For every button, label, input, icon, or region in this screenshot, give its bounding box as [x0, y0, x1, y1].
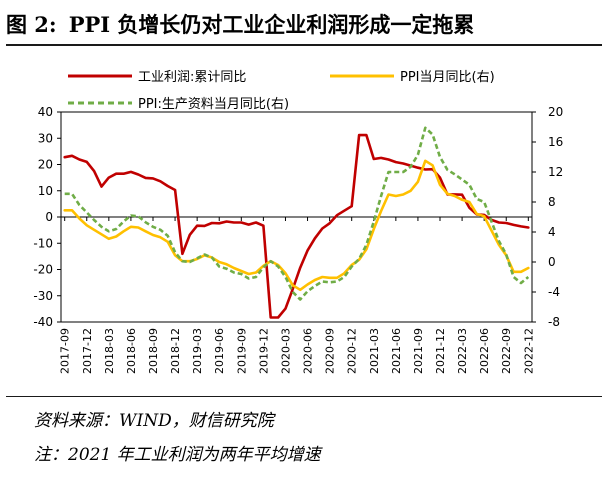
y-left-tick-label: -40: [33, 315, 53, 329]
x-tick-label: 2019-06: [213, 328, 226, 374]
y-left-tick-label: -20: [33, 263, 53, 277]
y-left-tick-label: 40: [38, 105, 53, 119]
y-right-tick-label: 12: [548, 165, 563, 179]
title-rule: [6, 44, 602, 46]
source-rule: [6, 396, 602, 397]
line-chart: 403020100-10-20-30-40201612840-4-82017-0…: [33, 70, 563, 374]
x-tick-label: 2019-12: [257, 328, 270, 374]
x-tick-label: 2018-06: [125, 328, 138, 374]
y-right-tick-label: 20: [548, 105, 563, 119]
legend-label-1: 工业利润:累计同比: [138, 70, 246, 85]
x-tick-label: 2019-03: [191, 328, 204, 374]
y-left-tick-label: -30: [33, 289, 53, 303]
x-tick-label: 2021-09: [412, 328, 425, 374]
x-tick-label: 2022-06: [478, 328, 491, 374]
x-tick-label: 2020-12: [346, 328, 359, 374]
x-tick-label: 2020-03: [279, 328, 292, 374]
x-tick-label: 2022-03: [456, 328, 469, 374]
y-left-tick-label: -10: [33, 236, 53, 250]
footnote: 注：2021 年工业利润为两年平均增速: [34, 445, 321, 465]
y-right-tick-label: 16: [548, 135, 563, 149]
y-right-tick-label: 8: [548, 195, 556, 209]
x-tick-label: 2018-03: [103, 328, 116, 374]
x-tick-label: 2021-03: [368, 328, 381, 374]
series-line-2: [63, 159, 530, 292]
y-right-tick-label: 0: [548, 255, 556, 269]
y-left-tick-label: 20: [38, 158, 53, 172]
x-tick-label: 2017-09: [59, 328, 72, 374]
figure-title: 图 2: PPI 负增长仍对工业企业利润形成一定拖累: [6, 10, 602, 40]
x-tick-label: 2022-09: [500, 328, 513, 374]
x-tick-label: 2020-06: [302, 328, 315, 374]
y-left-tick-label: 30: [38, 131, 53, 145]
legend-label-2: PPI当月同比(右): [400, 70, 495, 85]
x-tick-label: 2017-12: [81, 328, 94, 374]
x-tick-label: 2022-12: [522, 328, 535, 374]
figure-title-text: PPI 负增长仍对工业企业利润形成一定拖累: [68, 12, 475, 37]
x-tick-label: 2018-12: [169, 328, 182, 374]
figure-number: 图 2:: [6, 12, 57, 37]
legend-label-3: PPI:生产资料当月同比(右): [138, 97, 289, 112]
x-tick-label: 2021-06: [390, 328, 403, 374]
y-right-tick-label: 4: [548, 225, 556, 239]
series-line-3: [64, 126, 530, 301]
x-tick-label: 2018-09: [147, 328, 160, 374]
source-note: 资料来源：WIND，财信研究院: [34, 411, 274, 431]
x-tick-label: 2019-09: [235, 328, 248, 374]
y-right-tick-label: -4: [548, 285, 560, 299]
y-right-tick-label: -8: [548, 315, 560, 329]
x-tick-label: 2020-09: [324, 328, 337, 374]
y-left-tick-label: 10: [38, 184, 53, 198]
y-left-tick-label: 0: [45, 210, 53, 224]
x-tick-label: 2021-12: [434, 328, 447, 374]
